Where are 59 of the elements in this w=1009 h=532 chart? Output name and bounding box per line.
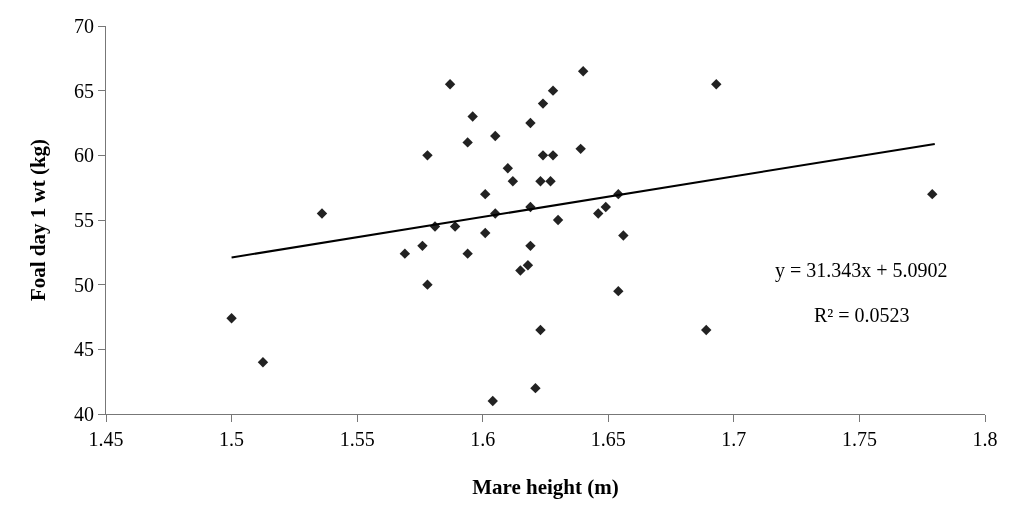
point xyxy=(226,313,237,324)
point xyxy=(257,357,269,368)
point xyxy=(618,230,629,241)
y-axis-title: Foal day 1 wt (kg) xyxy=(26,138,51,302)
x-tick-label: 1.75 xyxy=(841,428,877,450)
y-tick-label: 40 xyxy=(74,403,94,425)
point xyxy=(417,240,428,252)
y-tick-label: 45 xyxy=(74,338,94,361)
x-tick-label: 1.55 xyxy=(339,428,375,450)
point xyxy=(537,98,549,109)
point xyxy=(487,395,498,407)
y-tick-label: 65 xyxy=(74,79,94,102)
point xyxy=(547,150,559,161)
x-tick-label: 1.8 xyxy=(972,428,998,450)
x-tick-label: 1.65 xyxy=(590,428,626,450)
point xyxy=(422,279,433,290)
point xyxy=(593,208,604,219)
point xyxy=(490,130,501,142)
point xyxy=(535,176,546,187)
point xyxy=(575,143,586,155)
x-tick-label: 1.7 xyxy=(721,428,747,450)
point xyxy=(577,66,589,77)
point xyxy=(537,150,549,161)
y-tick-label: 60 xyxy=(74,144,94,167)
point xyxy=(462,137,473,148)
point xyxy=(444,79,456,90)
point xyxy=(449,221,461,232)
point xyxy=(701,324,712,336)
annotation: R² = 0.0523 xyxy=(814,304,910,326)
point xyxy=(399,248,411,259)
point xyxy=(515,265,526,276)
point xyxy=(525,117,536,129)
point xyxy=(600,201,611,213)
point xyxy=(547,85,559,96)
x-tick-label: 1.5 xyxy=(219,428,245,450)
point xyxy=(422,150,433,161)
point xyxy=(502,163,514,174)
point xyxy=(480,188,491,200)
point xyxy=(552,214,564,226)
point xyxy=(462,248,473,259)
y-tick-label: 55 xyxy=(74,209,94,231)
point xyxy=(530,382,541,394)
annotation: y = 31.343x + 5.0902 xyxy=(775,259,948,282)
y-tick-label: 70 xyxy=(74,15,94,37)
point xyxy=(467,111,478,122)
x-axis-title: Mare height (m) xyxy=(472,475,619,500)
point xyxy=(507,176,519,187)
point xyxy=(522,260,534,271)
point xyxy=(480,227,491,239)
x-tick-label: 1.45 xyxy=(88,428,124,450)
point xyxy=(525,240,536,252)
point xyxy=(613,285,624,297)
point xyxy=(711,79,722,90)
point xyxy=(927,188,938,200)
point xyxy=(316,208,328,219)
point xyxy=(545,176,556,187)
x-tick-label: 1.6 xyxy=(470,428,496,450)
point xyxy=(535,324,546,336)
y-tick-label: 50 xyxy=(74,273,94,296)
